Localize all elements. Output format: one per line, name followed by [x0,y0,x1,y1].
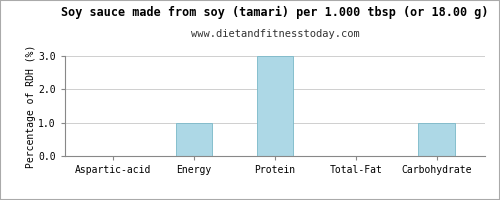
Text: Soy sauce made from soy (tamari) per 1.000 tbsp (or 18.00 g): Soy sauce made from soy (tamari) per 1.0… [61,6,489,19]
Bar [257,56,293,156]
Bar [176,123,212,156]
Bar [418,123,454,156]
Text: www.dietandfitnesstoday.com: www.dietandfitnesstoday.com [190,29,360,39]
Y-axis label: Percentage of RDH (%): Percentage of RDH (%) [26,44,36,168]
